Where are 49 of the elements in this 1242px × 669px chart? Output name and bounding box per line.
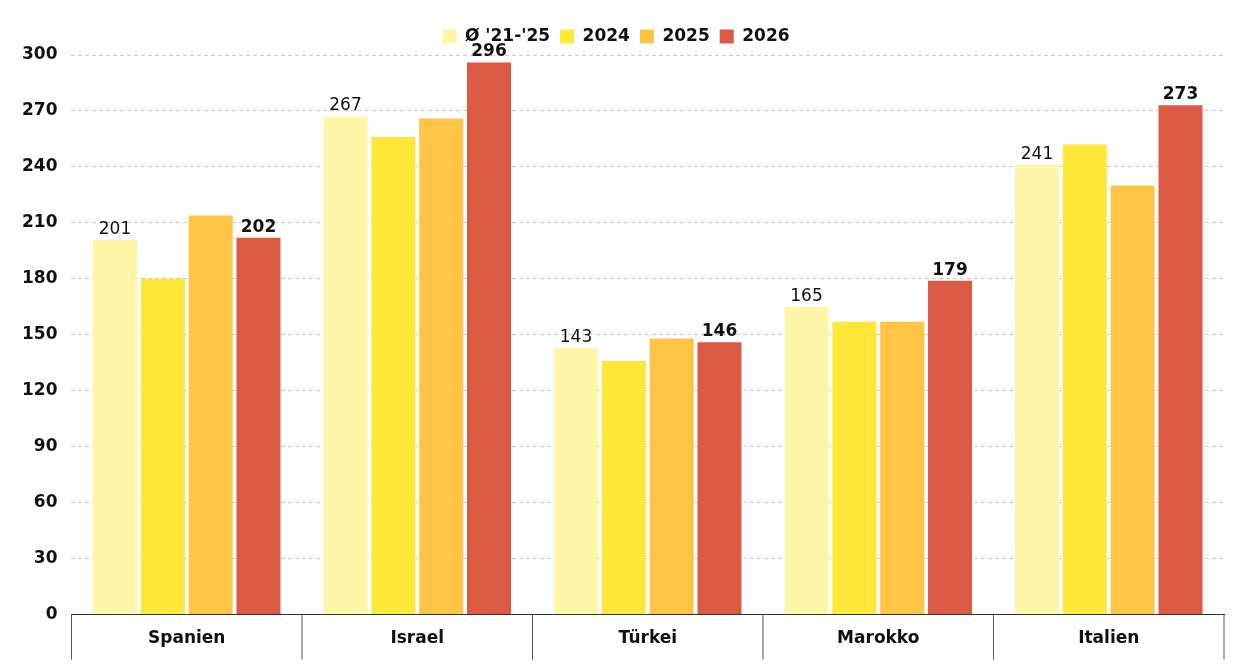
bar <box>323 116 368 615</box>
y-tick-label: 300 <box>21 43 58 64</box>
bar <box>1015 165 1060 615</box>
bar <box>371 137 416 615</box>
bar <box>236 237 281 615</box>
x-tick-label: Italien <box>1078 627 1140 648</box>
bar <box>1158 105 1203 615</box>
y-tick-label: 270 <box>21 99 58 120</box>
legend-label: 2024 <box>582 24 631 45</box>
data-label: 267 <box>329 94 362 115</box>
data-label: 146 <box>701 320 738 341</box>
bar <box>466 62 511 615</box>
bar <box>880 321 925 615</box>
y-tick-label: 120 <box>21 379 58 400</box>
bar <box>419 118 464 615</box>
y-tick-label: 90 <box>33 435 58 456</box>
data-label: 273 <box>1162 83 1199 104</box>
bar <box>554 347 598 615</box>
x-tick-label: Türkei <box>618 627 678 648</box>
y-tick-label: 30 <box>33 547 58 568</box>
x-tick-label: Marokko <box>837 627 920 648</box>
bar <box>649 338 694 615</box>
data-label: 201 <box>98 217 132 238</box>
y-tick-label: 210 <box>21 211 58 232</box>
y-tick-label: 60 <box>33 491 58 512</box>
y-tick-label: 180 <box>21 267 58 288</box>
data-label: 202 <box>240 215 277 236</box>
bar <box>832 321 877 615</box>
legend-label: 2025 <box>662 24 710 45</box>
bar <box>927 280 972 615</box>
y-tick-label: 150 <box>21 323 58 344</box>
bar <box>784 306 829 615</box>
bar <box>92 239 137 615</box>
bar <box>1062 144 1107 615</box>
y-tick-label: 0 <box>45 603 58 624</box>
x-tick-label: Israel <box>390 627 445 648</box>
bar <box>188 215 233 615</box>
bar <box>601 360 646 615</box>
data-label: 296 <box>471 40 507 61</box>
y-tick-label: 240 <box>21 155 58 176</box>
data-label: 241 <box>1020 142 1054 163</box>
data-label: 165 <box>790 284 823 305</box>
bar <box>1110 185 1155 615</box>
data-label: 179 <box>932 258 968 279</box>
bar <box>697 342 742 615</box>
bar <box>140 278 185 615</box>
data-label: 143 <box>559 325 593 346</box>
x-tick-label: Spanien <box>148 627 226 648</box>
legend-label: 2026 <box>742 24 790 45</box>
